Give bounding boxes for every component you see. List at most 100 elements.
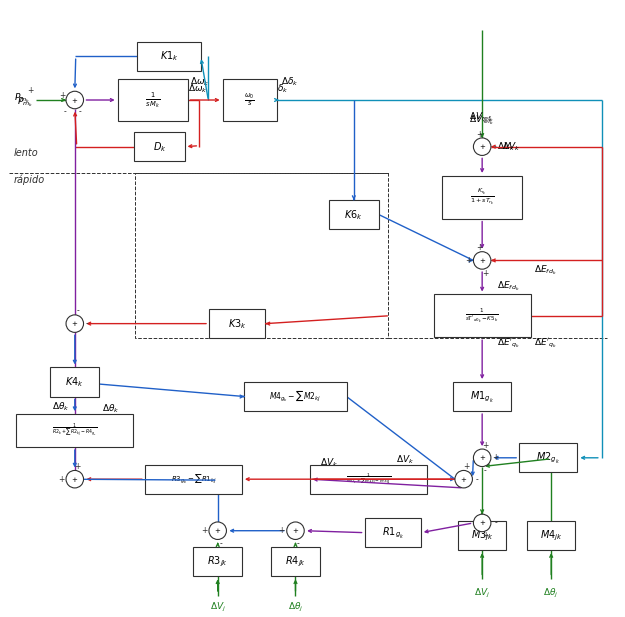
- Text: +: +: [476, 130, 482, 139]
- Text: +: +: [463, 462, 470, 471]
- Bar: [364, 518, 421, 547]
- Text: $K4_k$: $K4_k$: [66, 375, 84, 389]
- Text: -: -: [76, 307, 79, 315]
- Text: +: +: [482, 268, 488, 278]
- Circle shape: [287, 522, 304, 539]
- Text: $K6_k$: $K6_k$: [344, 208, 363, 222]
- Text: +: +: [58, 474, 64, 484]
- Text: +: +: [482, 441, 488, 450]
- Text: -: -: [219, 539, 222, 548]
- Text: $\Delta\delta_k$: $\Delta\delta_k$: [281, 76, 299, 88]
- Text: $+$: $+$: [214, 526, 221, 535]
- Circle shape: [473, 449, 491, 466]
- Text: $+$: $+$: [479, 256, 486, 265]
- Text: $\frac{K_{r_k}}{1+sT_{r_k}}$: $\frac{K_{r_k}}{1+sT_{r_k}}$: [470, 187, 494, 207]
- Circle shape: [66, 470, 84, 488]
- Bar: [442, 176, 522, 218]
- Text: $+$: $+$: [292, 526, 299, 535]
- Circle shape: [473, 138, 491, 155]
- Bar: [222, 78, 277, 122]
- Circle shape: [455, 470, 472, 488]
- Text: -: -: [64, 107, 66, 116]
- Text: $\Delta\theta_j$: $\Delta\theta_j$: [544, 587, 559, 600]
- Text: $\frac{1}{sT'_{d0_k}-K5_k}$: $\frac{1}{sT'_{d0_k}-K5_k}$: [466, 307, 499, 325]
- Text: $M4_{g_k}-\sum M2_{kj}$: $M4_{g_k}-\sum M2_{kj}$: [269, 389, 322, 404]
- Text: $R3_{jk}$: $R3_{jk}$: [207, 555, 228, 569]
- Text: $\Delta\theta_k$: $\Delta\theta_k$: [52, 400, 70, 413]
- Text: $\frac{1}{M1_{t_k}+\sum M1_{kj}-M3_{g_k}}$: $\frac{1}{M1_{t_k}+\sum M1_{kj}-M3_{g_k}…: [346, 471, 391, 487]
- Circle shape: [473, 514, 491, 532]
- Bar: [519, 443, 578, 473]
- Text: $\Delta V_k$: $\Delta V_k$: [396, 453, 414, 466]
- Bar: [118, 78, 188, 122]
- Text: $\Delta\omega_k$: $\Delta\omega_k$: [188, 83, 207, 95]
- Text: $\Delta E_{fd_k}$: $\Delta E_{fd_k}$: [497, 279, 519, 292]
- Text: +: +: [476, 243, 482, 252]
- Bar: [209, 309, 266, 338]
- Bar: [193, 547, 242, 576]
- Bar: [145, 465, 242, 494]
- Text: $\Delta V_{ref_k}$: $\Delta V_{ref_k}$: [469, 114, 495, 127]
- Text: $K1_k$: $K1_k$: [159, 49, 179, 63]
- Bar: [244, 382, 346, 411]
- Text: $R1_{g_k}$: $R1_{g_k}$: [381, 525, 404, 540]
- Bar: [135, 173, 388, 338]
- Text: $\Delta V_j$: $\Delta V_j$: [474, 587, 490, 600]
- Text: $+$: $+$: [479, 453, 486, 462]
- Bar: [434, 294, 531, 337]
- Bar: [329, 200, 379, 230]
- Text: +: +: [492, 453, 499, 462]
- Text: +: +: [27, 86, 33, 95]
- Bar: [134, 132, 184, 161]
- Text: $\frac{1}{R2_k+\sum R2_{kj}-R4_{g_k}}$: $\frac{1}{R2_k+\sum R2_{kj}-R4_{g_k}}$: [52, 421, 98, 439]
- Text: -: -: [494, 518, 497, 528]
- Text: $M3_{jk}$: $M3_{jk}$: [471, 528, 494, 543]
- Circle shape: [66, 315, 84, 333]
- Circle shape: [473, 252, 491, 269]
- Text: +: +: [279, 526, 285, 535]
- Text: $\Delta\omega_k$: $\Delta\omega_k$: [189, 76, 209, 88]
- Text: $P_{m_k}$: $P_{m_k}$: [14, 91, 30, 105]
- Bar: [458, 521, 506, 550]
- Text: $\frac{\omega_0}{s}$: $\frac{\omega_0}{s}$: [244, 92, 255, 109]
- Text: -: -: [484, 466, 486, 475]
- Circle shape: [209, 522, 226, 539]
- Text: +: +: [59, 91, 66, 99]
- Bar: [51, 367, 99, 397]
- Circle shape: [66, 91, 84, 109]
- Text: $+$: $+$: [71, 96, 78, 104]
- Text: +: +: [74, 462, 81, 471]
- Text: $\Delta V_k$: $\Delta V_k$: [320, 457, 338, 470]
- Bar: [527, 521, 576, 550]
- Text: +: +: [466, 256, 472, 265]
- Text: $\Delta\theta_j$: $\Delta\theta_j$: [288, 601, 303, 614]
- Text: $\Delta V_k$: $\Delta V_k$: [497, 141, 515, 153]
- Text: $+$: $+$: [479, 518, 486, 528]
- Text: $\Delta\theta_k$: $\Delta\theta_k$: [102, 403, 119, 415]
- Bar: [138, 42, 201, 71]
- Text: -: -: [493, 142, 496, 151]
- Bar: [271, 547, 320, 576]
- Text: $\Delta E'_{q_k}$: $\Delta E'_{q_k}$: [534, 336, 557, 350]
- Text: -: -: [476, 474, 479, 484]
- Bar: [16, 414, 133, 447]
- Text: rápido: rápido: [14, 174, 45, 184]
- Bar: [310, 465, 427, 494]
- Text: lento: lento: [14, 149, 38, 159]
- Text: $K3_k$: $K3_k$: [228, 317, 247, 331]
- Text: $D_k$: $D_k$: [152, 140, 166, 154]
- Text: $\Delta V_j$: $\Delta V_j$: [209, 601, 226, 614]
- Text: -: -: [86, 319, 89, 328]
- Text: $\frac{1}{s\,M_k}$: $\frac{1}{s\,M_k}$: [145, 90, 161, 110]
- Text: -: -: [297, 539, 300, 548]
- Text: +: +: [482, 531, 488, 540]
- Text: $+$: $+$: [71, 319, 78, 328]
- Text: $\Delta V_k$: $\Delta V_k$: [502, 141, 520, 153]
- Text: $+$: $+$: [71, 474, 78, 484]
- Text: +: +: [201, 526, 208, 535]
- Text: $\Delta\delta_k$: $\Delta\delta_k$: [271, 83, 289, 95]
- Text: $P_{m_k}$: $P_{m_k}$: [17, 95, 33, 109]
- Text: $R3_{g_k}-\sum R1_{kj}$: $R3_{g_k}-\sum R1_{kj}$: [171, 473, 216, 486]
- Bar: [453, 382, 511, 411]
- Text: $\Delta V_{ref_k}$: $\Delta V_{ref_k}$: [469, 111, 495, 124]
